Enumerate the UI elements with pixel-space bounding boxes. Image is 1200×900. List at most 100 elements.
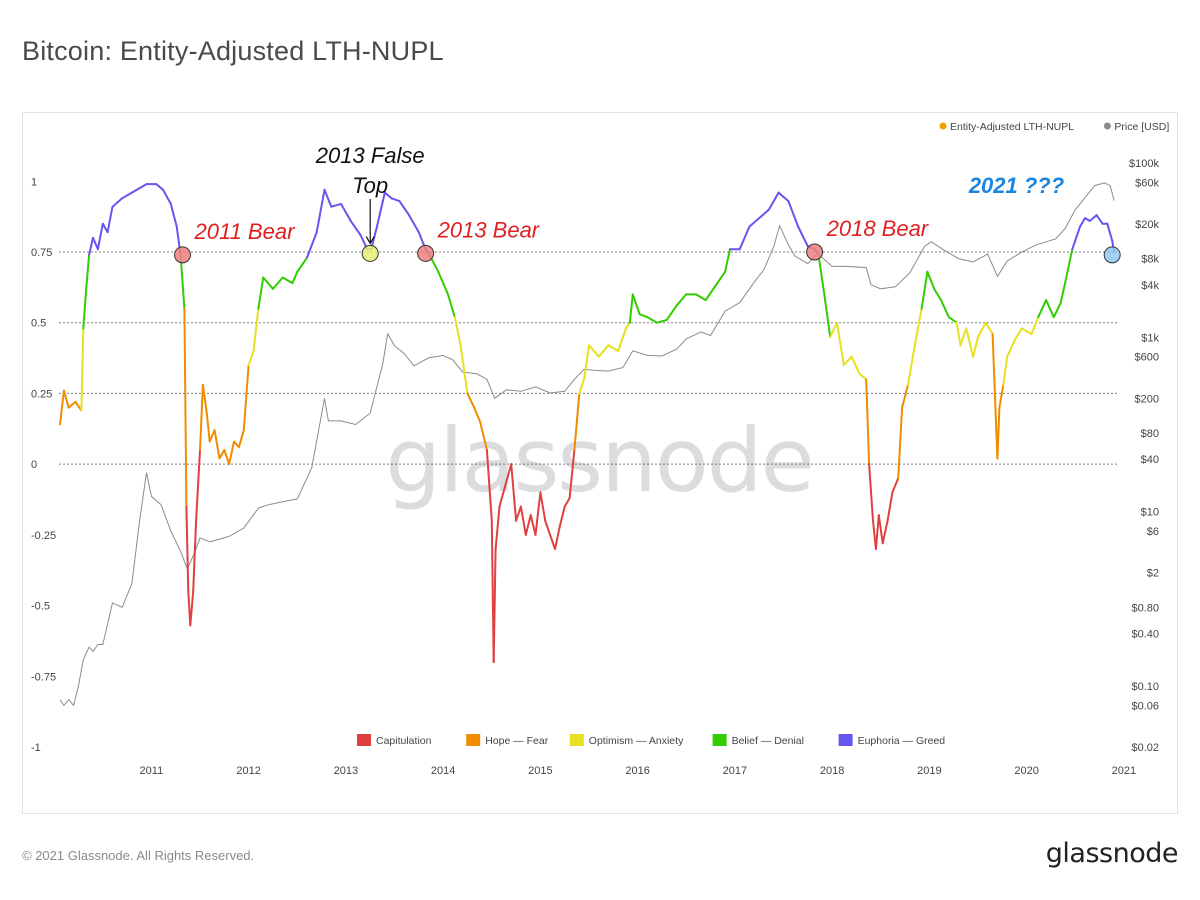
nupl-segment: [665, 304, 678, 321]
annotation-marker: [361, 244, 379, 262]
legend-label: Entity-Adjusted LTH-NUPL: [950, 121, 1074, 133]
nupl-segment: [183, 307, 188, 508]
nupl-segment: [479, 420, 488, 451]
nupl-segment: [1059, 270, 1069, 304]
nupl-segment: [836, 321, 845, 367]
legend-top-item[interactable]: Entity-Adjusted LTH-NUPL: [939, 121, 1075, 133]
legend-zone-item[interactable]: Hope — Fear: [466, 734, 549, 747]
legend-label: Euphoria — Greed: [858, 735, 946, 747]
nupl-segment: [106, 205, 114, 234]
nupl-segment: [306, 231, 318, 259]
left-axis-tick-label: 0: [31, 459, 37, 471]
nupl-segment: [1006, 338, 1016, 358]
legend-swatch: [357, 734, 371, 746]
legend-label: Hope — Fear: [485, 735, 549, 747]
nupl-segment: [617, 327, 627, 352]
nupl-segment: [271, 276, 284, 290]
nupl-segment: [121, 191, 133, 200]
nupl-segment: [376, 191, 386, 228]
legend-top[interactable]: Entity-Adjusted LTH-NUPL Price [USD]: [939, 121, 1170, 133]
nupl-segment: [881, 519, 889, 545]
nupl-segment: [466, 392, 476, 409]
nupl-segment: [247, 350, 255, 367]
nupl-segment: [96, 222, 104, 251]
nupl-segment: [955, 321, 962, 347]
nupl-segment: [940, 299, 950, 319]
nupl-segment: [972, 335, 979, 358]
legend-zone-item[interactable]: Capitulation: [357, 734, 432, 747]
x-axis-tick-label: 2012: [236, 765, 260, 777]
left-axis-tick-label: 1: [31, 176, 37, 188]
nupl-segment: [252, 307, 260, 352]
nupl-segment: [539, 491, 547, 522]
legend-swatch: [569, 734, 584, 746]
annotation-marker: [417, 244, 435, 262]
price-series: [59, 182, 1115, 707]
x-axis-tick-label: 2013: [334, 765, 358, 777]
nupl-segment: [858, 372, 868, 381]
nupl-segment: [1066, 248, 1074, 273]
nupl-segment: [758, 208, 770, 220]
nupl-segment: [492, 548, 497, 664]
legend-dot: [939, 122, 947, 130]
nupl-segment: [578, 378, 586, 395]
nupl-segment: [101, 222, 109, 234]
nupl-segment: [262, 276, 274, 290]
right-axis-tick-label: $4k: [1141, 280, 1159, 292]
right-axis-tick-label: $10: [1141, 507, 1159, 519]
annotation-marker: [1103, 246, 1121, 264]
nupl-segment: [1074, 225, 1082, 242]
x-axis-tick-label: 2020: [1014, 765, 1038, 777]
x-axis-tick-label: 2018: [820, 765, 844, 777]
nupl-segment: [242, 364, 250, 432]
nupl-segment: [315, 188, 326, 234]
legend-label: Price [USD]: [1114, 121, 1169, 133]
nupl-segment: [169, 202, 178, 228]
x-axis-tick-label: 2016: [625, 765, 649, 777]
nupl-segment: [544, 519, 552, 536]
nupl-segment: [1088, 214, 1098, 222]
nupl-segment: [554, 525, 561, 550]
nupl-segment: [865, 378, 871, 466]
annotation-label: 2021 ???: [968, 173, 1064, 198]
watermark-text: glassnode: [385, 409, 813, 512]
legend-zone-item[interactable]: Belief — Denial: [712, 734, 804, 747]
nupl-segment: [447, 293, 456, 319]
nupl-segment: [510, 463, 518, 522]
nupl-segment: [901, 383, 909, 409]
nupl-segment: [631, 293, 641, 316]
nupl-segment: [1020, 327, 1033, 335]
annotation-label: 2013 Bear: [437, 217, 541, 242]
nupl-segment: [767, 191, 780, 211]
nupl-segment: [111, 197, 124, 208]
nupl-segment: [1071, 239, 1077, 251]
legend-label: Capitulation: [376, 735, 432, 747]
annotation-marker: [806, 243, 824, 261]
nupl-segment: [588, 344, 600, 358]
nupl-segment: [724, 248, 731, 273]
right-axis-tick-label: $600: [1135, 352, 1159, 364]
legend-zone-item[interactable]: Euphoria — Greed: [838, 734, 946, 747]
nupl-segment: [787, 200, 800, 228]
nupl-segment: [437, 270, 449, 296]
nupl-segment: [549, 533, 556, 550]
nupl-segment: [1002, 355, 1009, 386]
nupl-segment: [383, 191, 393, 200]
legend-bottom[interactable]: Capitulation Hope — Fear Optimism — Anxiet…: [357, 734, 945, 747]
nupl-segment: [1079, 217, 1086, 228]
nupl-segment: [205, 412, 211, 443]
right-axis-tick-label: $1k: [1141, 332, 1159, 344]
nupl-segment: [398, 200, 411, 217]
left-axis-tick-label: 0.5: [31, 318, 46, 330]
nupl-segment: [625, 321, 631, 330]
reference-lines: [59, 251, 1119, 465]
legend-top-item[interactable]: Price [USD]: [1103, 121, 1169, 133]
nupl-segment: [695, 293, 707, 302]
right-axis-tick-label: $100k: [1129, 158, 1159, 170]
legend-zone-item[interactable]: Optimism — Anxiety: [569, 734, 684, 747]
nupl-segment: [213, 429, 221, 460]
right-axis-tick-label: $6: [1147, 526, 1159, 538]
nupl-segment: [233, 440, 240, 449]
nupl-segment: [568, 449, 576, 500]
nupl-segment: [868, 463, 874, 522]
